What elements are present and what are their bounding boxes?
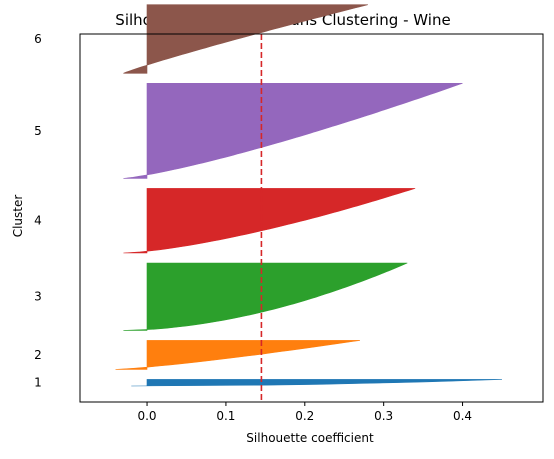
cluster-1-silhouette	[131, 379, 503, 387]
cluster-6-silhouette	[123, 4, 368, 74]
x-tick-label: 0.4	[453, 409, 472, 423]
cluster-4-silhouette	[123, 188, 416, 254]
plot-area	[115, 4, 503, 402]
cluster-label-4: 4	[34, 214, 42, 228]
cluster-label-3: 3	[34, 290, 42, 304]
plot-frame	[79, 33, 544, 403]
y-axis-label: Cluster	[11, 195, 25, 238]
cluster-label-6: 6	[34, 32, 42, 46]
x-tick-label: 0.3	[374, 409, 393, 423]
x-axis-label: Silhouette coefficient	[246, 431, 374, 445]
cluster-label-5: 5	[34, 124, 42, 138]
x-tick-label: 0.2	[295, 409, 314, 423]
x-tick-label: 0.1	[216, 409, 235, 423]
cluster-2-silhouette	[115, 340, 361, 370]
axes: 1 2 3 4 5 6 0.0 0.1 0.2 0.3 0.4	[34, 32, 544, 423]
cluster-label-2: 2	[34, 348, 42, 362]
cluster-5-silhouette	[123, 83, 463, 179]
x-tick-label: 0.0	[137, 409, 156, 423]
cluster-label-1: 1	[34, 376, 42, 390]
cluster-3-silhouette	[123, 262, 408, 331]
